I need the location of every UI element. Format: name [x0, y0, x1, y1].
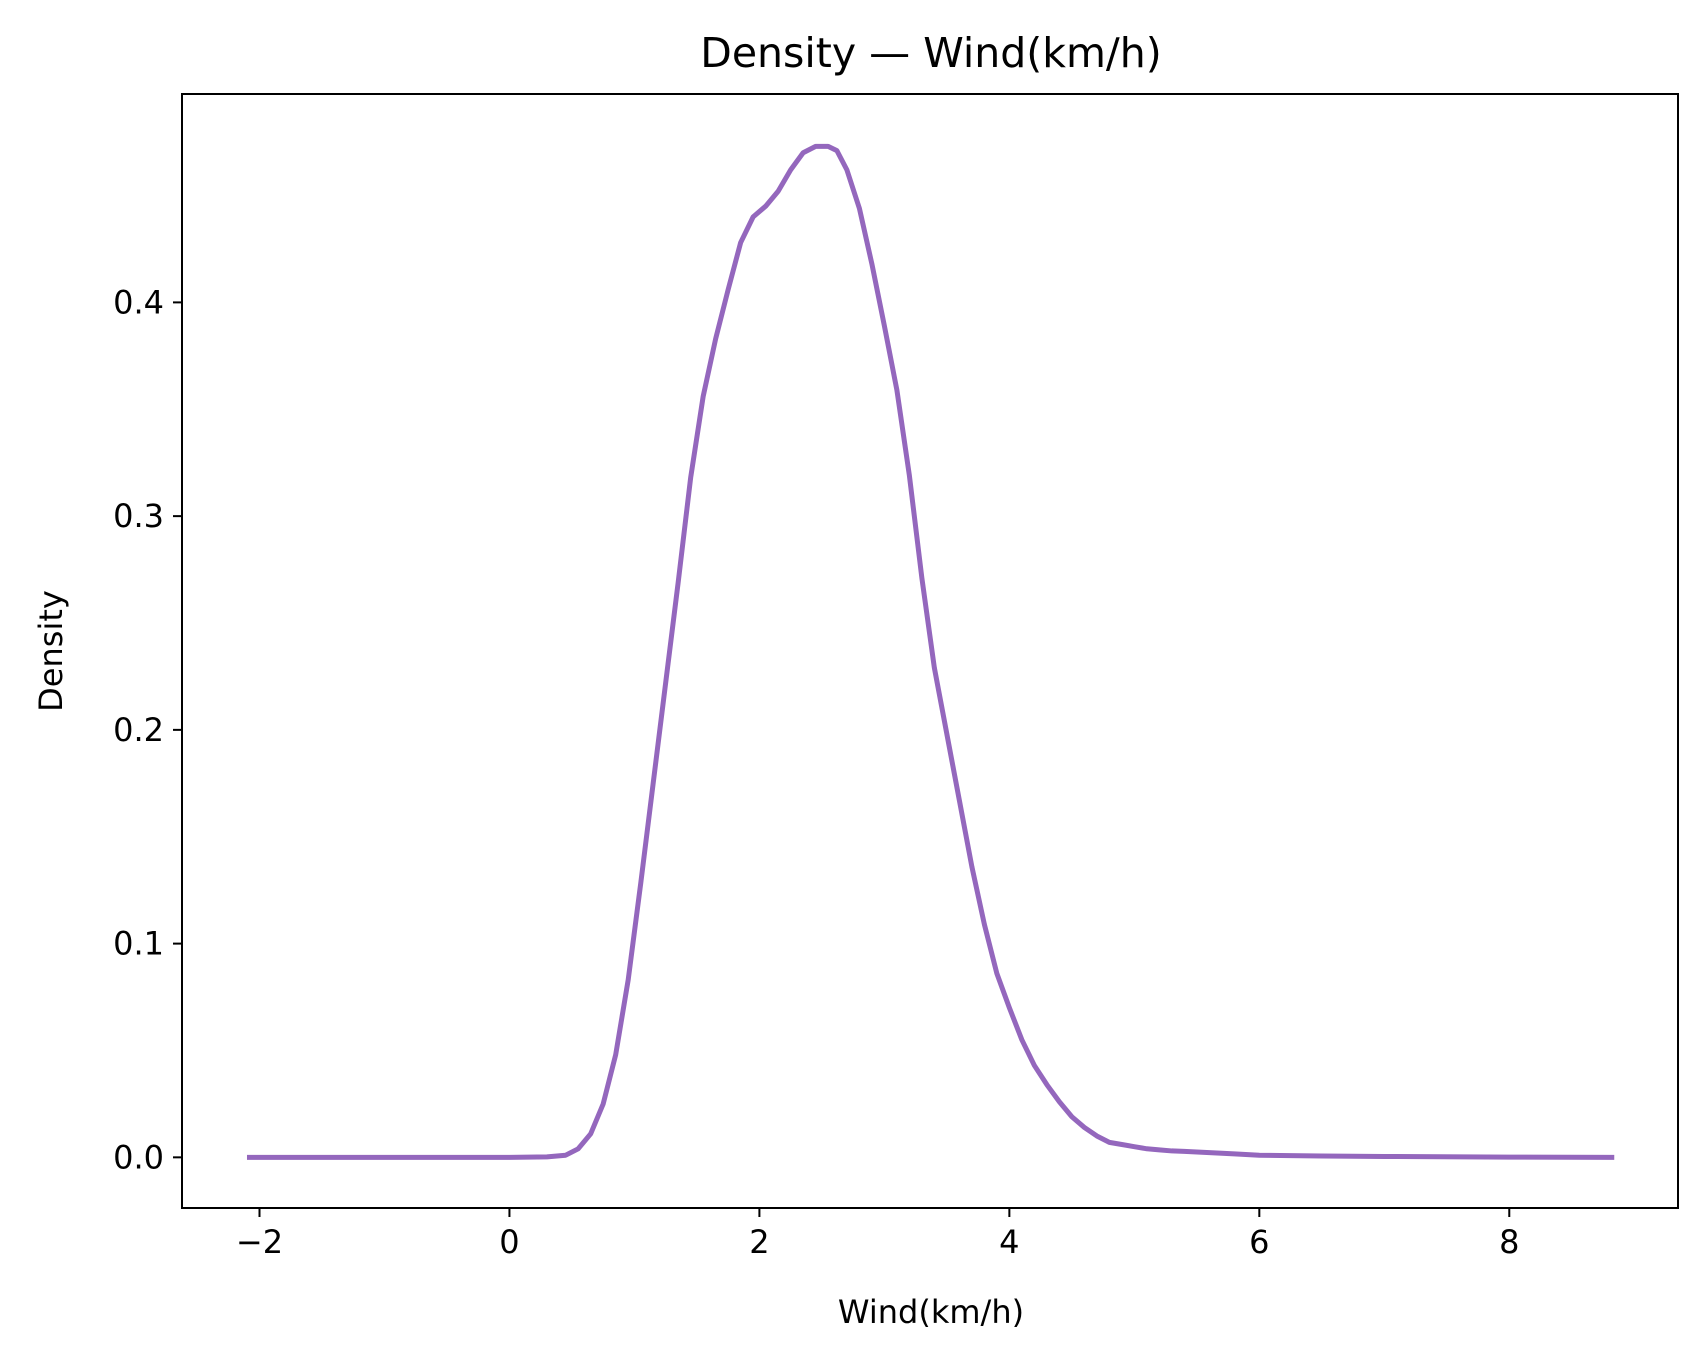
x-tick-label: 8 [1499, 1223, 1519, 1261]
density-series-line [246, 143, 1615, 1160]
plot-frame [181, 93, 1679, 1209]
y-tick-label: 0.3 [113, 497, 164, 535]
x-tick-label: −2 [236, 1223, 283, 1261]
y-tick-label: 0.2 [113, 711, 164, 749]
x-tick-label: 0 [499, 1223, 519, 1261]
y-tick-label: 0.1 [113, 925, 164, 963]
x-axis-label: Wind(km/h) [838, 1293, 1024, 1331]
chart-title: Density — Wind(km/h) [700, 29, 1161, 77]
y-tick-label: 0.4 [113, 283, 164, 321]
x-tick-label: 6 [1249, 1223, 1269, 1261]
x-tick-label: 4 [999, 1223, 1019, 1261]
x-tick-label: 2 [749, 1223, 769, 1261]
y-axis-label: Density [32, 590, 70, 712]
y-tick-label: 0.0 [113, 1138, 164, 1176]
